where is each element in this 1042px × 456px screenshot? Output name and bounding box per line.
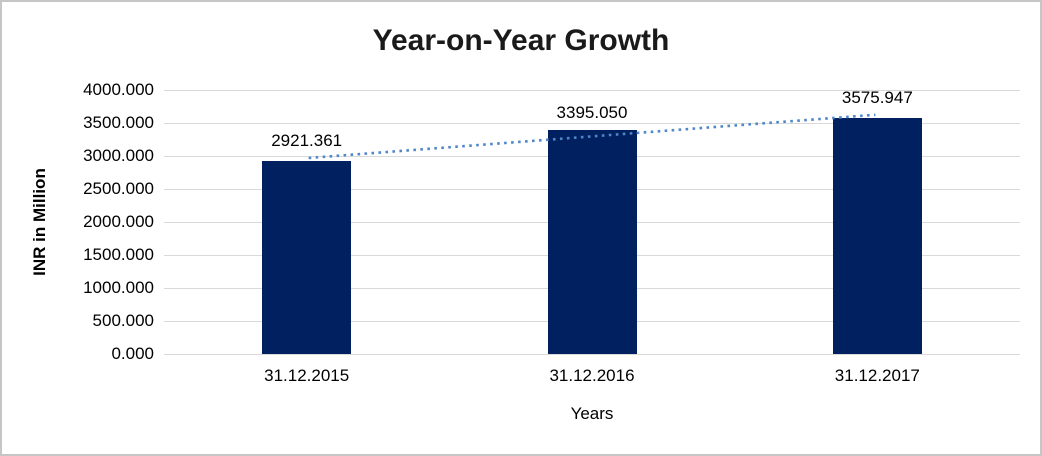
bar-31.12.2015: [262, 161, 352, 354]
bar-31.12.2017: [832, 118, 922, 354]
y-tick-label: 500.000: [92, 311, 154, 330]
y-tick-label: 2000.000: [83, 212, 154, 231]
data-label: 2921.361: [271, 130, 343, 150]
y-tick-label: 2500.000: [83, 179, 154, 198]
y-tick-label: 1000.000: [83, 278, 154, 297]
y-tick-label: 3000.000: [83, 146, 154, 165]
x-tick-label: 31.12.2015: [264, 366, 350, 385]
chart-title: Year-on-Year Growth: [372, 24, 670, 57]
y-tick-label: 1500.000: [83, 245, 154, 264]
x-tick-label: 31.12.2017: [834, 366, 920, 385]
plot-area: [164, 90, 1020, 355]
y-tick-label: 4000.000: [83, 80, 154, 99]
x-axis-title: Years: [570, 404, 614, 423]
y-tick-label: 0.000: [111, 344, 154, 363]
bar-31.12.2016: [547, 129, 637, 354]
x-tick-label: 31.12.2016: [549, 366, 635, 385]
data-label: 3395.050: [556, 102, 628, 122]
gridline: [164, 90, 1020, 91]
data-label: 3575.947: [841, 87, 913, 107]
y-tick-label: 3500.000: [83, 113, 154, 132]
gridline: [164, 354, 1020, 355]
